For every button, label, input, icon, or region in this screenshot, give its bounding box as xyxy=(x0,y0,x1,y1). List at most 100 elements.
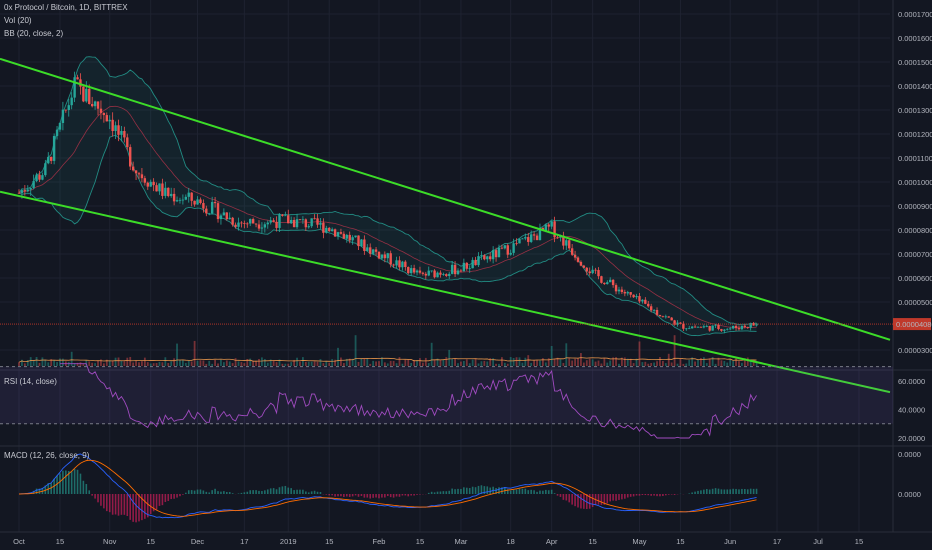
candle-body xyxy=(682,323,685,329)
macd-histogram-bar xyxy=(299,489,301,494)
candle xyxy=(328,226,331,232)
candle xyxy=(126,133,129,151)
bollinger-basis-line xyxy=(18,105,757,329)
volume-bar xyxy=(328,362,331,366)
candle-body xyxy=(175,200,179,202)
candle-body xyxy=(298,219,302,221)
candle-body xyxy=(319,222,322,225)
candle-body xyxy=(471,259,474,269)
macd-histogram-bar xyxy=(185,492,187,494)
candle xyxy=(453,261,457,278)
candle-body xyxy=(409,268,413,274)
macd-histogram-bar xyxy=(524,488,527,494)
candle-body xyxy=(307,226,310,228)
candle xyxy=(723,328,726,334)
candle xyxy=(746,326,749,329)
macd-histogram-bar xyxy=(240,492,243,494)
volume-bar xyxy=(383,362,386,366)
macd-histogram-bar xyxy=(76,469,79,494)
candle xyxy=(412,264,416,275)
volume-bar xyxy=(486,361,489,366)
time-axis-tick-label: 15 xyxy=(855,537,863,546)
volume-bar xyxy=(220,359,222,366)
candle xyxy=(216,201,220,223)
macd-histogram-bar xyxy=(720,489,723,494)
volume-bar xyxy=(135,360,137,366)
time-axis-tick-label: 17 xyxy=(240,537,248,546)
macd-histogram-bar xyxy=(583,494,585,509)
candle xyxy=(726,328,729,331)
volume-bar xyxy=(685,363,688,366)
volume-bar xyxy=(536,359,538,366)
bollinger-indicator-label[interactable]: BB (20, close, 2) xyxy=(4,29,64,38)
candle-body xyxy=(158,183,161,192)
candle-body xyxy=(749,323,752,328)
volume-bar xyxy=(82,363,85,366)
candle-body xyxy=(310,218,313,227)
time-axis-tick-label: Feb xyxy=(373,537,386,546)
candle xyxy=(632,294,635,298)
volume-bar xyxy=(635,358,638,366)
candle-body xyxy=(720,329,723,331)
macd-histogram-bar xyxy=(164,494,167,503)
macd-histogram-bar xyxy=(217,491,219,494)
volume-indicator-label[interactable]: Vol (20) xyxy=(4,16,32,25)
candle xyxy=(41,172,44,181)
volume-bar xyxy=(266,362,269,366)
candle-body xyxy=(88,88,91,104)
candle-body xyxy=(611,279,615,286)
volume-bar xyxy=(322,363,325,366)
macd-histogram-bar xyxy=(427,492,430,494)
candle xyxy=(524,233,527,241)
candle-body xyxy=(702,326,706,328)
candle-body xyxy=(254,223,258,225)
volume-bar xyxy=(641,362,644,366)
macd-histogram-bar xyxy=(395,494,398,497)
macd-histogram-bar xyxy=(732,488,734,494)
volume-bar xyxy=(217,363,219,366)
macd-histogram-bar xyxy=(673,494,676,495)
macd-histogram-bar xyxy=(577,494,579,508)
candle xyxy=(325,225,328,234)
macd-histogram-bar xyxy=(530,489,532,494)
volume-bar xyxy=(749,359,752,366)
candle xyxy=(673,319,676,326)
candle xyxy=(304,218,308,231)
candle xyxy=(281,213,284,217)
candle-body xyxy=(295,219,299,228)
volume-bar xyxy=(331,359,334,366)
volume-bar xyxy=(427,363,430,366)
volume-bar xyxy=(184,362,187,366)
time-axis-tick-label: Dec xyxy=(191,537,205,546)
macd-histogram-bar xyxy=(237,493,240,494)
candle xyxy=(532,231,536,241)
volume-bar xyxy=(76,362,79,366)
macd-histogram-bar xyxy=(553,493,556,494)
candle xyxy=(465,262,468,271)
candle xyxy=(67,99,70,117)
rsi-indicator-label[interactable]: RSI (14, close) xyxy=(4,377,57,386)
time-axis-tick-label: Nov xyxy=(103,537,117,546)
time-axis-tick-label: 18 xyxy=(507,537,515,546)
volume-bar xyxy=(559,359,562,366)
volume-bar xyxy=(284,363,287,366)
candle xyxy=(219,213,223,225)
macd-histogram-bar xyxy=(442,491,445,494)
candle-body xyxy=(143,178,147,183)
candle-body xyxy=(202,203,205,209)
volume-bar xyxy=(407,359,410,366)
candle xyxy=(298,219,302,221)
bollinger-lower-line xyxy=(18,134,757,337)
candle xyxy=(246,222,249,228)
candle xyxy=(550,220,553,230)
volume-bar xyxy=(261,357,263,366)
candle-body xyxy=(123,131,126,138)
candle-body xyxy=(404,261,407,268)
macd-histogram-bar xyxy=(117,494,120,516)
volume-bar xyxy=(702,357,705,366)
volume-bar xyxy=(480,361,483,366)
macd-histogram-bar xyxy=(302,489,304,494)
macd-indicator-label[interactable]: MACD (12, 26, close, 9) xyxy=(4,451,90,460)
